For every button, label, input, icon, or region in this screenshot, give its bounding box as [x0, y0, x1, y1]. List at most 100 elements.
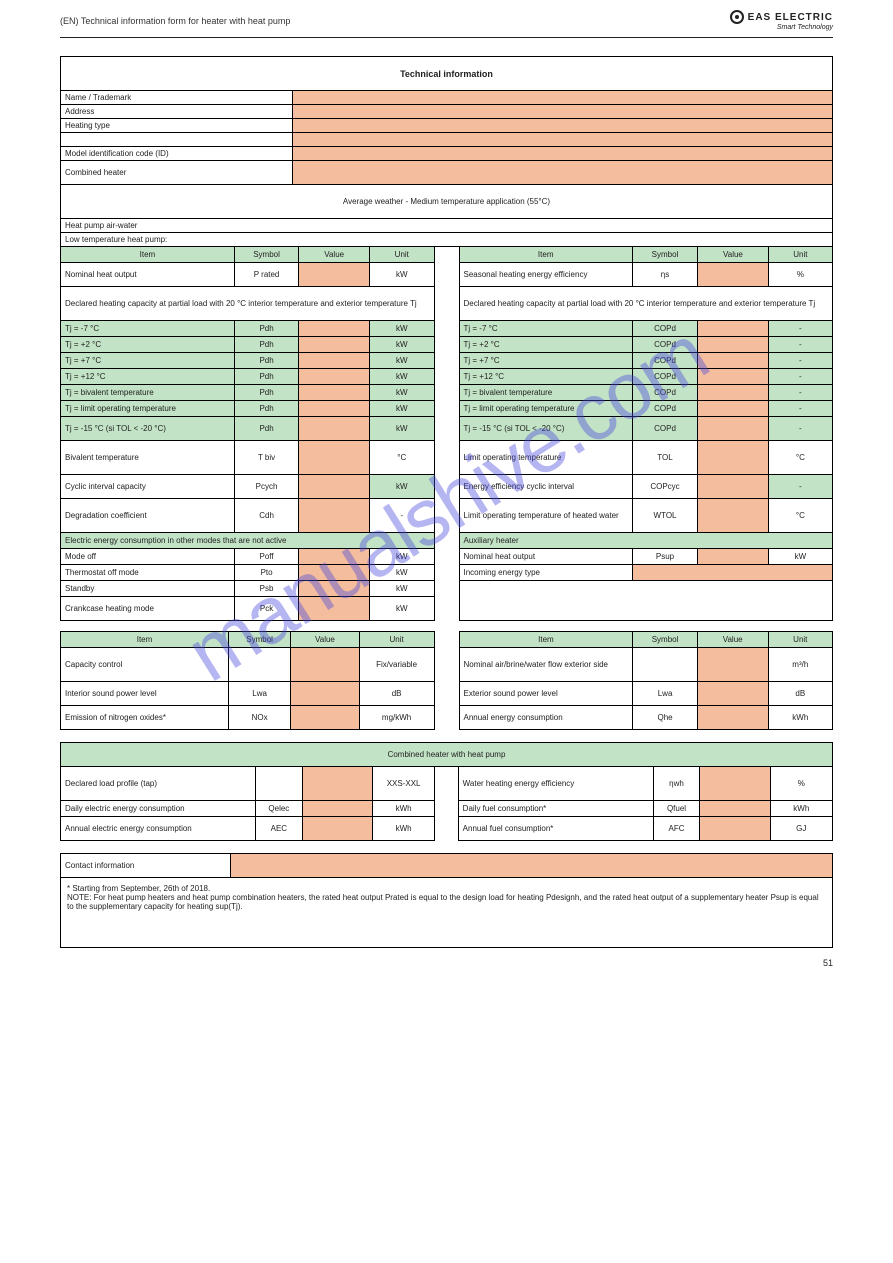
contact-value[interactable]	[230, 854, 832, 878]
row-value[interactable]	[299, 441, 370, 475]
row-symbol: Pdh	[234, 385, 298, 401]
col-header: Unit	[768, 247, 832, 263]
left-table-1: Item Symbol Value Unit Nominal heat outp…	[60, 246, 435, 621]
row-unit: %	[770, 767, 832, 801]
row-unit: -	[370, 499, 434, 533]
row-value[interactable]	[697, 648, 768, 682]
row-value[interactable]	[302, 767, 372, 801]
col-header: Item	[459, 632, 633, 648]
row-value[interactable]	[299, 353, 370, 369]
row-value[interactable]	[302, 801, 372, 817]
info-table: Technical information Name / Trademark A…	[60, 56, 833, 247]
row-symbol: Poff	[234, 549, 298, 565]
row-value[interactable]	[291, 682, 359, 706]
row-value[interactable]	[700, 817, 770, 841]
row-unit: kW	[768, 549, 832, 565]
section-header: Electric energy consumption in other mod…	[61, 533, 435, 549]
row-unit: kW	[370, 385, 434, 401]
row-symbol: P rated	[234, 263, 298, 287]
row-symbol: Lwa	[633, 682, 697, 706]
brand-logo: EAS ELECTRIC Smart Technology	[730, 10, 833, 31]
row-value[interactable]	[698, 321, 769, 337]
row-value[interactable]	[299, 401, 370, 417]
info-row-value[interactable]	[292, 147, 832, 161]
row-label: Tj = -7 °C	[61, 321, 235, 337]
heat-pump-row: Heat pump air-water	[61, 219, 833, 233]
row-value[interactable]	[698, 369, 769, 385]
row-value[interactable]	[299, 475, 370, 499]
row-unit: XXS-XXL	[372, 767, 434, 801]
row-value[interactable]	[299, 597, 370, 621]
col-header: Symbol	[633, 632, 697, 648]
row-value[interactable]	[299, 565, 370, 581]
row-symbol: Lwa	[229, 682, 291, 706]
info-row-label: Name / Trademark	[61, 91, 293, 105]
row-label: Incoming energy type	[459, 565, 632, 581]
row-unit: kW	[370, 369, 434, 385]
row-label: Interior sound power level	[61, 682, 229, 706]
row-symbol: Pdh	[234, 417, 298, 441]
row-value[interactable]	[698, 385, 769, 401]
row-value[interactable]	[698, 441, 769, 475]
empty-cell	[459, 581, 833, 621]
row-value[interactable]	[299, 499, 370, 533]
row-label: Tj = +2 °C	[61, 337, 235, 353]
row-value[interactable]	[299, 321, 370, 337]
row-label: Seasonal heating energy efficiency	[459, 263, 632, 287]
row-value[interactable]	[700, 801, 770, 817]
row-value[interactable]	[299, 369, 370, 385]
col-header: Symbol	[234, 247, 298, 263]
row-value[interactable]	[299, 581, 370, 597]
col-header: Item	[61, 632, 229, 648]
row-value[interactable]	[291, 706, 359, 730]
row-value[interactable]	[299, 417, 370, 441]
info-row-value[interactable]	[292, 161, 832, 185]
row-value[interactable]	[700, 767, 770, 801]
row-unit: kWh	[372, 801, 434, 817]
row-value[interactable]	[302, 817, 372, 841]
row-label: Tj = +12 °C	[61, 369, 235, 385]
row-label: Tj = -7 °C	[459, 321, 632, 337]
row-label: Tj = +7 °C	[459, 353, 632, 369]
row-unit: kW	[370, 475, 434, 499]
row-value[interactable]	[299, 337, 370, 353]
row-value[interactable]	[698, 499, 769, 533]
info-row-value[interactable]	[292, 119, 832, 133]
row-symbol: Qfuel	[653, 801, 700, 817]
row-value[interactable]	[291, 648, 359, 682]
row-symbol: WTOL	[632, 499, 697, 533]
row-label: Water heating energy efficiency	[458, 767, 653, 801]
col-header: Unit	[370, 247, 434, 263]
row-value[interactable]	[299, 263, 370, 287]
row-value[interactable]	[697, 682, 768, 706]
row-value[interactable]	[299, 549, 370, 565]
row-value[interactable]	[698, 549, 769, 565]
row-value[interactable]	[698, 263, 769, 287]
col-header: Item	[61, 247, 235, 263]
info-row-value[interactable]	[292, 91, 832, 105]
row-label: Limit operating temperature	[459, 441, 632, 475]
row-symbol: COPd	[632, 385, 697, 401]
info-row-value[interactable]	[292, 105, 832, 119]
row-unit: kW	[370, 337, 434, 353]
info-row-value[interactable]	[292, 133, 832, 147]
row-label: Emission of nitrogen oxides*	[61, 706, 229, 730]
row-symbol: TOL	[632, 441, 697, 475]
row-value[interactable]	[299, 385, 370, 401]
row-unit: kWh	[372, 817, 434, 841]
row-label: Tj = bivalent temperature	[459, 385, 632, 401]
col-header: Unit	[359, 632, 434, 648]
row-value[interactable]	[632, 565, 832, 581]
row-value[interactable]	[698, 417, 769, 441]
row-value[interactable]	[698, 401, 769, 417]
row-value[interactable]	[698, 353, 769, 369]
info-title: Technical information	[61, 57, 833, 91]
gap-cell	[435, 767, 458, 841]
col-header: Symbol	[632, 247, 697, 263]
row-value[interactable]	[697, 706, 768, 730]
low-temp-row: Low temperature heat pump:	[61, 233, 833, 247]
row-value[interactable]	[698, 337, 769, 353]
row-symbol: NOx	[229, 706, 291, 730]
row-value[interactable]	[698, 475, 769, 499]
row-label: Daily electric energy consumption	[61, 801, 256, 817]
